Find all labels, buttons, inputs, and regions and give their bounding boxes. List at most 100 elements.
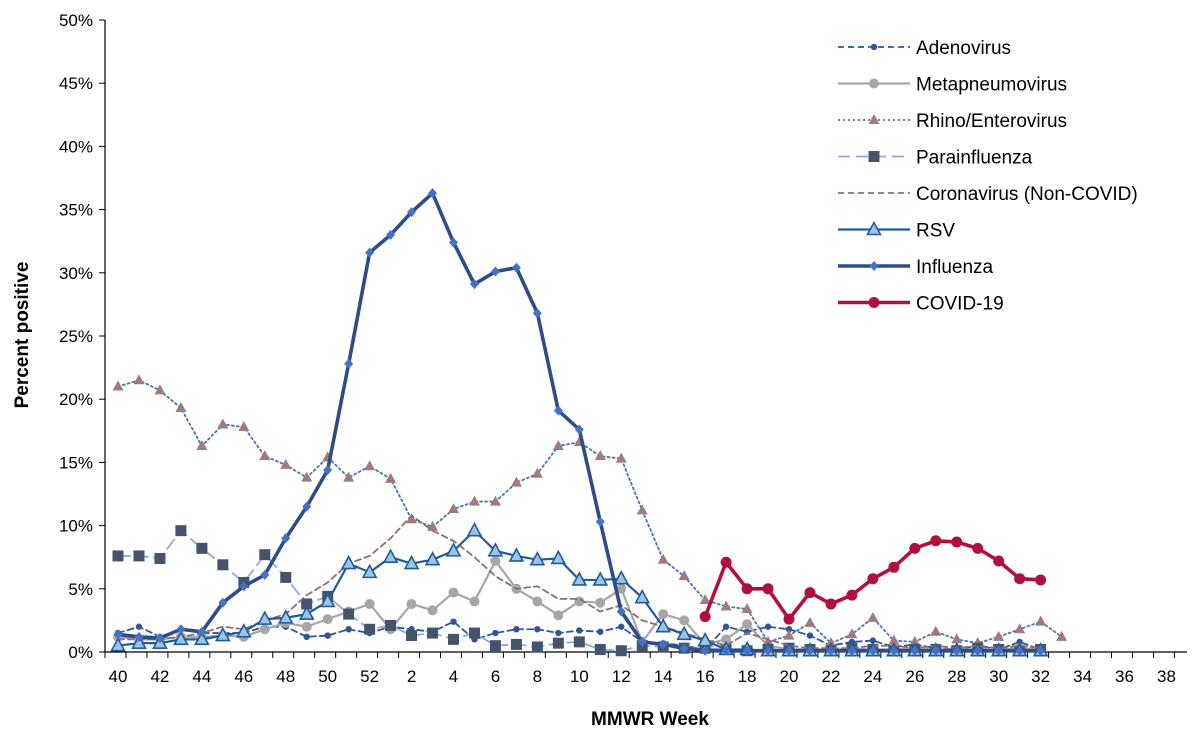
legend-label-rsv: RSV bbox=[916, 221, 955, 242]
influenza-point bbox=[449, 237, 459, 248]
rhino-enterovirus-point bbox=[133, 374, 145, 385]
rsv-point bbox=[403, 554, 420, 570]
x-axis-title: MMWR Week bbox=[591, 709, 709, 730]
x-tick-label: 24 bbox=[863, 667, 882, 686]
metapneumovirus-point bbox=[742, 619, 753, 630]
rsv-point bbox=[277, 609, 294, 624]
influenza-point bbox=[323, 464, 333, 475]
metapneumovirus-point bbox=[259, 624, 270, 635]
rhino-enterovirus-point bbox=[154, 384, 166, 395]
adenovirus-point bbox=[576, 627, 583, 634]
x-tick-label: 32 bbox=[1031, 667, 1050, 686]
parainfluenza-point bbox=[343, 608, 355, 620]
x-tick-label: 12 bbox=[612, 667, 631, 686]
metapneumovirus-point bbox=[301, 621, 312, 632]
legend-marker-metapneumovirus bbox=[869, 78, 879, 89]
rhino-enterovirus-point bbox=[867, 611, 879, 622]
influenza-point bbox=[952, 645, 962, 656]
rhino-enterovirus-point bbox=[909, 635, 921, 646]
legend-label-parainfluenza: Parainfluenza bbox=[916, 148, 1033, 169]
x-tick-label: 44 bbox=[192, 667, 211, 686]
legend-item-rsv: RSV bbox=[838, 221, 955, 242]
rhino-enterovirus-point bbox=[112, 380, 124, 391]
rsv-point bbox=[529, 551, 546, 566]
rhino-enterovirus-point bbox=[636, 504, 648, 515]
rhino-enterovirus-point bbox=[699, 594, 711, 605]
legend-marker-parainfluenza bbox=[868, 151, 880, 162]
influenza-point bbox=[155, 633, 165, 644]
series-parainfluenza bbox=[112, 525, 1047, 657]
metapneumovirus-point bbox=[448, 587, 459, 598]
x-tick-label: 48 bbox=[276, 667, 295, 686]
rhino-enterovirus-point bbox=[406, 513, 418, 524]
parainfluenza-point bbox=[154, 552, 166, 564]
covid-19-point bbox=[720, 556, 732, 568]
parainfluenza-point bbox=[615, 645, 627, 657]
metapneumovirus-point bbox=[364, 598, 375, 609]
parainfluenza-point bbox=[175, 525, 187, 537]
x-tick-label: 26 bbox=[905, 667, 924, 686]
rsv-point bbox=[194, 630, 210, 646]
adenovirus-point bbox=[534, 626, 541, 633]
influenza-point bbox=[113, 629, 123, 640]
covid-19-point bbox=[1014, 573, 1026, 585]
covid-19-point bbox=[783, 613, 795, 625]
influenza-point bbox=[134, 631, 144, 642]
x-tick-label: 28 bbox=[947, 667, 966, 686]
influenza-point bbox=[868, 645, 878, 656]
metapneumovirus-point bbox=[490, 555, 501, 566]
x-tick-label: 46 bbox=[234, 667, 253, 686]
metapneumovirus-point bbox=[679, 615, 690, 626]
adenovirus-point bbox=[764, 623, 772, 630]
rsv-point bbox=[571, 571, 588, 586]
legend-marker-rsv bbox=[866, 220, 882, 236]
legend-marker-influenza bbox=[869, 261, 879, 271]
coronavirus-non-covid-line bbox=[117, 514, 1042, 650]
rsv-point bbox=[319, 592, 336, 608]
metapneumovirus-point bbox=[322, 614, 333, 625]
parainfluenza-point bbox=[406, 630, 418, 642]
rsv-point bbox=[592, 571, 609, 586]
covid-19-point bbox=[762, 583, 774, 595]
rsv-point bbox=[550, 549, 567, 565]
x-tick-label: 38 bbox=[1157, 667, 1176, 686]
adenovirus-point bbox=[492, 629, 499, 637]
influenza-point bbox=[574, 424, 584, 435]
rhino-enterovirus-point bbox=[930, 625, 942, 636]
y-tick-label: 25% bbox=[59, 327, 93, 346]
x-tick-label: 20 bbox=[780, 667, 799, 686]
rhino-enterovirus-point bbox=[1056, 630, 1068, 641]
parainfluenza-point bbox=[427, 627, 439, 639]
rhino-enterovirus-point bbox=[468, 495, 480, 506]
rhino-enterovirus-point bbox=[175, 402, 187, 413]
rsv-point bbox=[382, 548, 399, 564]
legend-item-adenovirus: Adenovirus bbox=[838, 38, 1011, 59]
legend-item-influenza: Influenza bbox=[838, 257, 994, 278]
influenza-point bbox=[847, 645, 857, 656]
adenovirus-point bbox=[869, 637, 877, 644]
parainfluenza-point bbox=[552, 637, 564, 649]
rhino-enterovirus-point bbox=[657, 553, 669, 564]
legend-label-adenovirus: Adenovirus bbox=[916, 38, 1011, 59]
metapneumovirus-point bbox=[721, 634, 732, 645]
covid-19-point bbox=[993, 555, 1005, 567]
covid-19-point bbox=[846, 589, 858, 601]
rhino-enterovirus-line bbox=[117, 379, 1063, 645]
rsv-point bbox=[445, 542, 462, 557]
legend-label-influenza: Influenza bbox=[916, 257, 994, 278]
influenza-point bbox=[679, 643, 689, 654]
influenza-point bbox=[469, 279, 479, 290]
legend: Adenovirus Metapneumovirus Rhino/Enterovir… bbox=[838, 38, 1138, 315]
adenovirus-point bbox=[135, 623, 143, 630]
adenovirus-point bbox=[450, 618, 457, 625]
x-tick-label: 40 bbox=[109, 667, 128, 686]
rhino-enterovirus-point bbox=[301, 471, 313, 482]
influenza-point bbox=[386, 229, 396, 240]
metapneumovirus-point bbox=[658, 609, 669, 620]
influenza-point bbox=[826, 645, 836, 656]
rhino-enterovirus-point bbox=[448, 503, 460, 514]
rsv-point bbox=[256, 610, 273, 625]
rsv-point bbox=[131, 634, 147, 649]
rhino-enterovirus-point bbox=[343, 471, 355, 482]
influenza-point bbox=[428, 188, 438, 199]
